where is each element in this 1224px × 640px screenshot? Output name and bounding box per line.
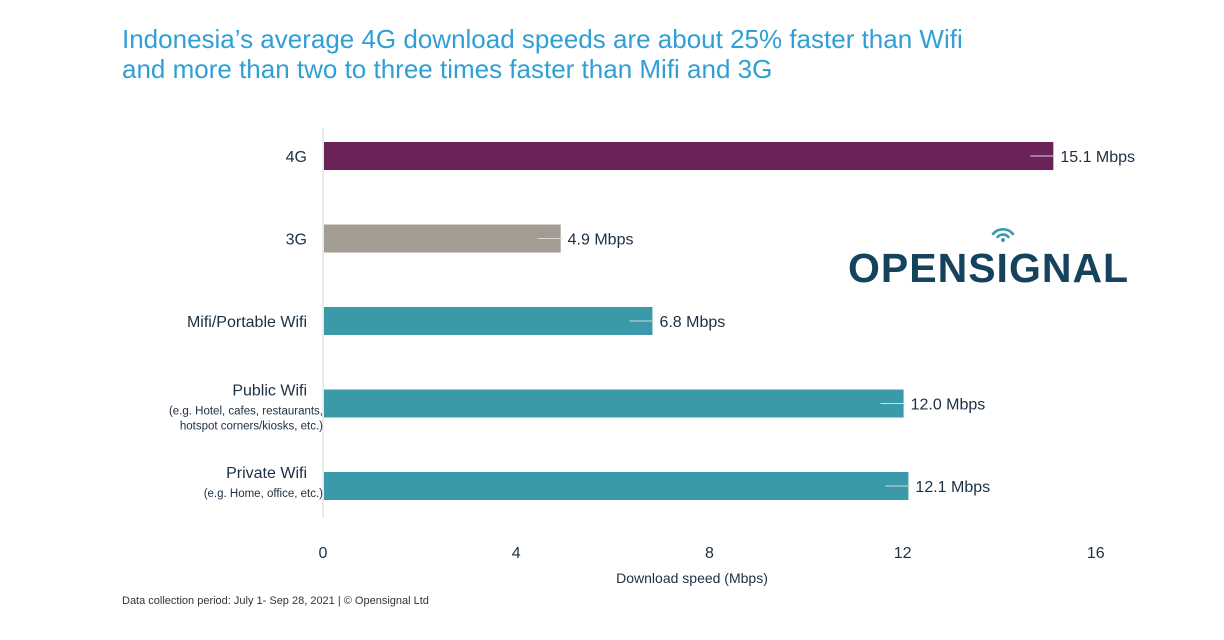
category-label-public-wifi: Public Wifi bbox=[232, 383, 307, 400]
category-label-private-wifi: Private Wifi bbox=[226, 465, 307, 482]
bar-private-wifi bbox=[324, 472, 909, 500]
chart-title-line-1: Indonesia’s average 4G download speeds a… bbox=[122, 24, 963, 54]
bar-3g bbox=[324, 224, 561, 253]
chart-title-line-2: and more than two to three times faster … bbox=[122, 54, 773, 84]
category-label-4g: 4G bbox=[286, 149, 307, 166]
category-sublabel-private-wifi: (e.g. Home, office, etc.) bbox=[204, 488, 323, 500]
value-label-4g: 15.1 Mbps bbox=[1060, 149, 1135, 166]
logo-text-part-2: GNAL bbox=[1008, 245, 1130, 291]
value-label-public-wifi: 12.0 Mbps bbox=[911, 397, 986, 414]
x-tick-label: 4 bbox=[512, 545, 521, 562]
value-label-mifi-portable-wifi: 6.8 Mbps bbox=[659, 314, 725, 331]
logo-text-i: I bbox=[996, 245, 1009, 291]
x-axis-label: Download speed (Mbps) bbox=[616, 570, 768, 586]
category-sublabel-public-wifi: (e.g. Hotel, cafes, restaurants, bbox=[169, 406, 323, 418]
bar-mifi-portable-wifi bbox=[324, 307, 653, 335]
bar-public-wifi bbox=[324, 389, 904, 418]
chart-title: Indonesia’s average 4G download speeds a… bbox=[122, 24, 1202, 84]
x-tick-label: 8 bbox=[705, 545, 714, 562]
logo-text-part-1: OPENS bbox=[848, 245, 997, 291]
footnote: Data collection period: July 1- Sep 28, … bbox=[122, 595, 429, 607]
bar-4g bbox=[324, 142, 1054, 170]
value-label-3g: 4.9 Mbps bbox=[568, 232, 634, 249]
x-tick-label: 16 bbox=[1087, 545, 1105, 562]
category-sublabel-public-wifi: hotspot corners/kiosks, etc.) bbox=[180, 421, 323, 433]
category-label-mifi-portable-wifi: Mifi/Portable Wifi bbox=[187, 314, 307, 331]
logo-i-with-signal: I bbox=[991, 228, 1015, 294]
x-tick-label: 0 bbox=[319, 545, 328, 562]
value-label-private-wifi: 12.1 Mbps bbox=[915, 479, 990, 496]
x-tick-label: 12 bbox=[894, 545, 912, 562]
category-label-3g: 3G bbox=[286, 232, 307, 249]
wifi-signal-icon bbox=[991, 228, 1015, 242]
opensignal-logo: OPENS IGNAL bbox=[848, 228, 1130, 294]
